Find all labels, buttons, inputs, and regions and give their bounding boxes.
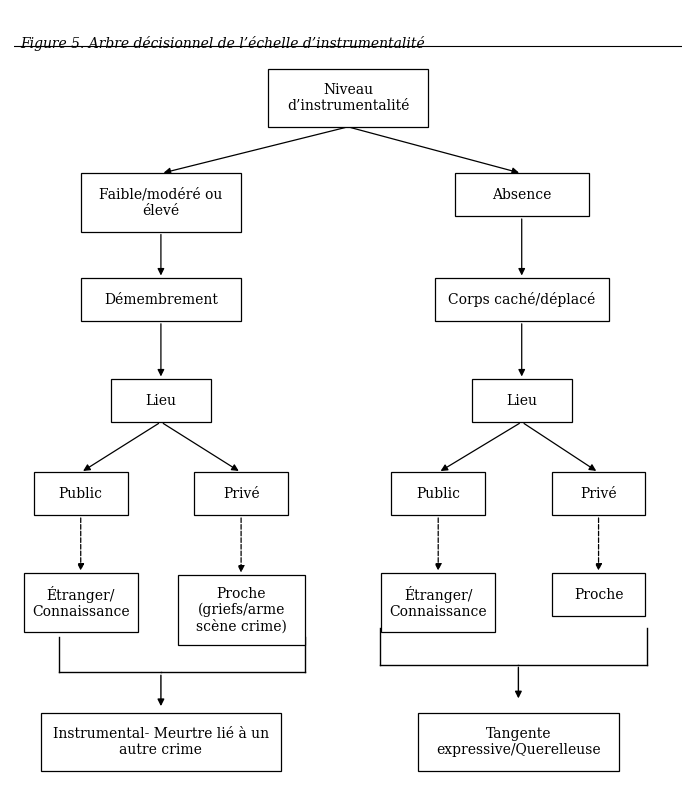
Text: Proche
(griefs/arme
scène crime): Proche (griefs/arme scène crime) <box>196 587 287 634</box>
Text: Instrumental- Meurtre lié à un
autre crime: Instrumental- Meurtre lié à un autre cri… <box>53 727 269 757</box>
FancyBboxPatch shape <box>24 574 138 632</box>
FancyBboxPatch shape <box>81 278 241 321</box>
FancyBboxPatch shape <box>435 278 608 321</box>
FancyBboxPatch shape <box>455 173 589 216</box>
FancyBboxPatch shape <box>472 379 572 422</box>
Text: Absence: Absence <box>492 188 551 201</box>
FancyBboxPatch shape <box>552 472 645 515</box>
Text: Niveau
d’instrumentalité: Niveau d’instrumentalité <box>287 83 409 112</box>
FancyBboxPatch shape <box>111 379 211 422</box>
Text: Privé: Privé <box>580 487 617 501</box>
Text: Proche: Proche <box>574 588 624 602</box>
Text: Lieu: Lieu <box>145 394 176 408</box>
FancyBboxPatch shape <box>194 472 288 515</box>
FancyBboxPatch shape <box>268 69 428 127</box>
FancyBboxPatch shape <box>34 472 127 515</box>
Text: Étranger/
Connaissance: Étranger/ Connaissance <box>389 586 487 619</box>
FancyBboxPatch shape <box>552 574 645 616</box>
FancyBboxPatch shape <box>418 714 619 772</box>
Text: Étranger/
Connaissance: Étranger/ Connaissance <box>32 586 129 619</box>
Text: Privé: Privé <box>223 487 260 501</box>
FancyBboxPatch shape <box>81 173 241 231</box>
FancyBboxPatch shape <box>40 714 281 772</box>
Text: Public: Public <box>416 487 460 501</box>
Text: Corps caché/déplacé: Corps caché/déplacé <box>448 292 595 307</box>
Text: Figure 5. Arbre décisionnel de l’échelle d’instrumentalité: Figure 5. Arbre décisionnel de l’échelle… <box>21 36 425 51</box>
Text: Faible/modéré ou
élevé: Faible/modéré ou élevé <box>100 188 223 218</box>
Text: Lieu: Lieu <box>506 394 537 408</box>
FancyBboxPatch shape <box>391 472 485 515</box>
Text: Public: Public <box>58 487 103 501</box>
FancyBboxPatch shape <box>381 574 495 632</box>
Text: Tangente
expressive/Querelleuse: Tangente expressive/Querelleuse <box>436 727 601 757</box>
FancyBboxPatch shape <box>177 575 305 646</box>
Text: Démembrement: Démembrement <box>104 293 218 307</box>
